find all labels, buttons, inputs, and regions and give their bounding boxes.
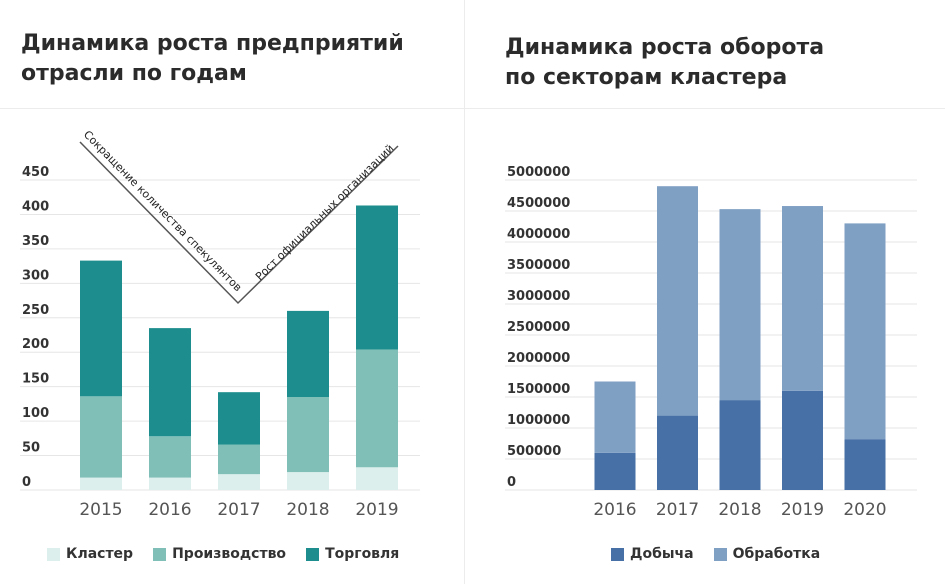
bar-segment: [287, 310, 329, 397]
bar-segment: [782, 206, 823, 391]
y-tick-label: 3500000: [507, 258, 570, 273]
legend-label: Кластер: [66, 546, 134, 562]
bar-segment: [80, 260, 122, 397]
turnover-chart: 0 500000 1000000 1500000 2000000 2500000 30000…: [505, 165, 917, 520]
y-tick-label: 5000000: [507, 165, 570, 180]
panel-divider: [464, 0, 465, 584]
x-tick-label: 2016: [593, 500, 636, 520]
legend-swatch: [713, 547, 727, 561]
x-tick-label: 2017: [656, 500, 699, 520]
bar-segment: [657, 186, 698, 416]
chart-title-line: по секторам кластера: [505, 65, 788, 90]
legend-label: Торговля: [325, 546, 400, 562]
chart-title-line: Динамика роста оборота: [505, 35, 825, 60]
chart-title: Динамика роста предприятий отрасли по го…: [21, 29, 404, 89]
y-tick-label: 1500000: [507, 382, 570, 397]
y-tick-label: 200: [22, 337, 49, 352]
bar-segment: [80, 396, 122, 478]
bar-segment: [149, 328, 191, 437]
legend-item: Обработка: [713, 546, 821, 562]
bar-segment: [594, 452, 636, 490]
bar-segment: [356, 349, 398, 468]
bar-segment: [594, 381, 636, 453]
bar-segment: [719, 209, 761, 401]
bar-segment: [80, 477, 122, 490]
y-tick-label: 3000000: [507, 289, 570, 304]
bar-segment: [218, 392, 260, 445]
chart-title-line: отрасли по годам: [21, 61, 247, 86]
header-divider: [0, 108, 945, 109]
y-tick-label: 0: [22, 475, 31, 490]
annotation-arrow: [79, 141, 399, 305]
chart-legend: Кластер Производство Торговля: [47, 546, 419, 562]
y-tick-label: 300: [22, 268, 49, 283]
bar-segment: [287, 472, 329, 490]
y-tick-label: 150: [22, 372, 49, 387]
bar-segment: [356, 467, 398, 490]
legend-swatch: [306, 547, 320, 561]
right-chart-panel: Динамика роста оборота по секторам класт…: [465, 0, 945, 584]
y-tick-label: 4000000: [507, 227, 570, 242]
y-tick-label: 2000000: [507, 351, 570, 366]
y-tick-label: 500000: [507, 444, 561, 459]
x-tick-label: 2019: [781, 500, 824, 520]
y-tick-label: 250: [22, 303, 49, 318]
bar-segment: [657, 415, 698, 490]
bar-segment: [844, 439, 886, 490]
enterprises-chart: 0 50 100 150 200 250 300 350 400 450 2015 2016 2017 2…: [20, 128, 420, 520]
legend-swatch: [611, 547, 624, 561]
x-tick-label: 2015: [79, 500, 122, 520]
y-tick-label: 450: [22, 165, 49, 180]
y-tick-label: 50: [22, 441, 40, 456]
bar-segment: [218, 444, 260, 475]
legend-item: Торговля: [306, 546, 399, 562]
chart-title-line: Динамика роста предприятий: [21, 31, 404, 56]
legend-item: Добыча: [611, 546, 694, 562]
x-tick-label: 2020: [843, 500, 886, 520]
chart-legend: Добыча Обработка: [611, 546, 840, 562]
legend-swatch: [153, 547, 167, 561]
legend-swatch: [47, 547, 60, 561]
x-tick-label: 2017: [217, 500, 260, 520]
y-tick-label: 400: [22, 199, 49, 214]
x-tick-label: 2019: [355, 500, 398, 520]
bar-segment: [287, 397, 329, 473]
x-tick-label: 2018: [286, 500, 329, 520]
legend-item: Кластер: [47, 546, 133, 562]
y-tick-label: 2500000: [507, 320, 570, 335]
bar-segment: [719, 400, 761, 490]
left-chart-panel: Динамика роста предприятий отрасли по го…: [0, 0, 464, 584]
y-tick-label: 100: [22, 406, 49, 421]
bar-segment: [218, 474, 260, 490]
bar-segment: [844, 223, 886, 440]
chart-title: Динамика роста оборота по секторам класт…: [505, 33, 824, 93]
y-tick-label: 1000000: [507, 413, 570, 428]
bar-segment: [782, 390, 823, 490]
bar-segment: [149, 477, 191, 490]
x-tick-label: 2016: [148, 500, 191, 520]
x-tick-label: 2018: [718, 500, 761, 520]
y-tick-label: 0: [507, 475, 516, 490]
bar-segment: [356, 205, 398, 350]
y-tick-label: 4500000: [507, 196, 570, 211]
legend-label: Добыча: [630, 546, 694, 562]
legend-label: Обработка: [732, 546, 821, 562]
legend-label: Производство: [172, 546, 287, 562]
y-tick-label: 350: [22, 234, 49, 249]
bar-segment: [149, 436, 191, 478]
legend-item: Производство: [153, 546, 286, 562]
